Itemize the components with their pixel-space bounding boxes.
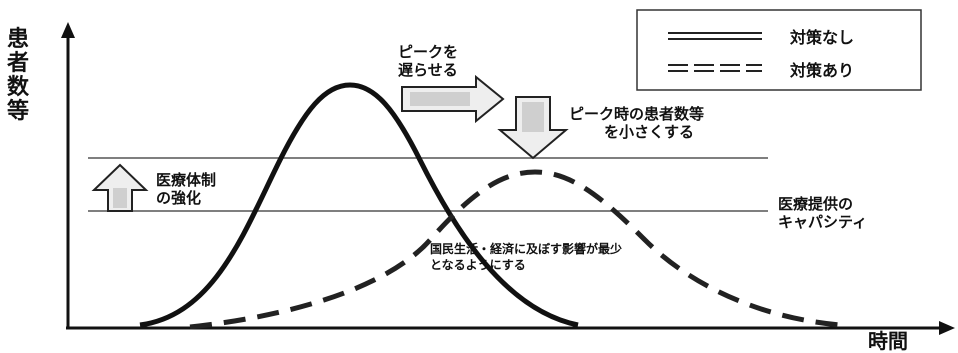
legend-label-with-measures: 対策あり bbox=[790, 61, 855, 80]
delay-peak-label-line2: 遅らせる bbox=[398, 61, 458, 79]
minimize-impact-label-line1: 国民生活・経済に及ぼす影響が最少 bbox=[430, 242, 623, 256]
reduce-peak-label-line1: ピーク時の患者数等 bbox=[569, 105, 705, 123]
curve-with-measures bbox=[189, 169, 841, 330]
delay-peak-arrow-texture bbox=[410, 92, 470, 106]
legend-label-no-measures: 対策なし bbox=[790, 28, 855, 47]
capacity-label-line2: キャパシティ bbox=[778, 213, 868, 231]
y-axis-label: 患者数等 bbox=[6, 28, 30, 124]
legend-box bbox=[636, 9, 922, 91]
x-axis-label: 時間 bbox=[868, 329, 908, 353]
reduce-peak-arrow-texture bbox=[522, 102, 544, 132]
curve-no-measures bbox=[139, 82, 579, 328]
delay-peak-label-line1: ピークを bbox=[398, 43, 459, 61]
capacity-label-line1: 医療提供の bbox=[778, 195, 854, 213]
strengthen-label-line2: の強化 bbox=[156, 189, 202, 207]
strengthen-arrow-texture bbox=[113, 188, 127, 208]
x-axis-arrowhead bbox=[939, 321, 955, 335]
reduce-peak-label-line2: を小さくする bbox=[604, 123, 695, 141]
axes bbox=[61, 22, 955, 335]
y-axis-arrowhead bbox=[61, 22, 75, 38]
minimize-impact-label-line2: となるようにする bbox=[430, 258, 526, 272]
legend bbox=[636, 9, 922, 91]
y-axis-label-text: 患者数等 bbox=[6, 27, 29, 124]
strengthen-label-line1: 医療体制 bbox=[156, 171, 217, 189]
